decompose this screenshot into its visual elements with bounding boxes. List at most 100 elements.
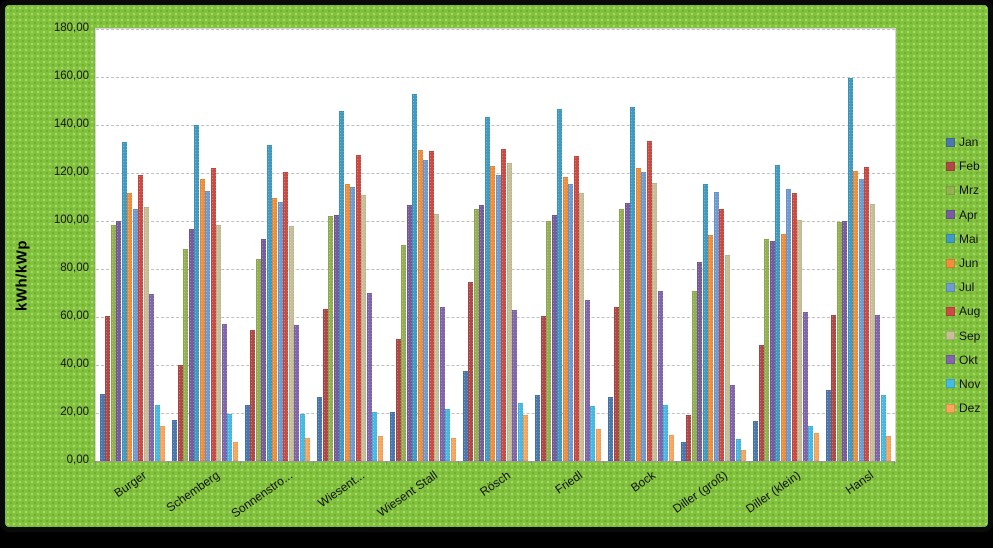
legend-label: Sep (959, 328, 981, 343)
bar-jan (390, 411, 396, 461)
legend-item-feb: Feb (946, 154, 993, 178)
legend-item-jun: Jun (946, 251, 993, 275)
bar-jan (825, 390, 831, 461)
bar-jun (344, 183, 350, 461)
bar-aug (283, 171, 289, 461)
bar-jun (127, 193, 133, 461)
bar-jul (423, 159, 429, 461)
legend-item-jul: Jul (946, 275, 993, 299)
gridline-160 (96, 77, 895, 78)
bar-dez (668, 434, 674, 461)
bar-apr (842, 221, 848, 461)
bar-sep (434, 213, 440, 461)
legend-swatch-icon (946, 137, 955, 147)
bar-feb (177, 365, 183, 461)
y-tick-label: 120,00 (53, 166, 89, 178)
x-category-label: Hansl (842, 468, 876, 498)
legend-label: Aug (959, 304, 981, 319)
x-category-label: Friedl (552, 468, 586, 497)
bar-apr (479, 205, 485, 461)
bar-jun (780, 234, 786, 461)
y-tick-label: 40,00 (60, 358, 89, 370)
bar-nov (445, 409, 451, 461)
bar-mai (847, 78, 853, 461)
y-tick-label: 0,00 (66, 454, 89, 466)
gridline-120 (96, 173, 895, 174)
legend: Jan Feb Mrz Apr Mai Jun Jul Aug Sep Okt Nov Dez (946, 130, 993, 420)
x-category-label: Diller (klein) (743, 468, 804, 516)
gridline-80 (96, 269, 895, 270)
bar-mai (266, 145, 272, 461)
plot-area (95, 28, 896, 462)
bar-mai (557, 109, 563, 461)
bar-aug (719, 209, 725, 461)
legend-label: Jul (959, 280, 975, 295)
bar-mai (630, 107, 636, 461)
bar-apr (624, 203, 630, 461)
bar-mrz (619, 209, 625, 461)
y-tick-label: 20,00 (60, 406, 89, 418)
bar-feb (468, 282, 474, 461)
bar-feb (322, 308, 328, 461)
x-category-label: Diller (groß) (670, 468, 731, 516)
gridline-100 (96, 221, 895, 222)
y-tick-label: 140,00 (53, 118, 89, 130)
legend-label: Okt (959, 352, 978, 367)
bar-groups (96, 29, 895, 461)
bar-jan (317, 397, 323, 461)
legend-swatch-icon (946, 331, 955, 341)
legend-label: Apr (959, 207, 978, 222)
legend-swatch-icon (946, 185, 955, 195)
bar-aug (791, 193, 797, 461)
bar-sep (216, 224, 222, 461)
bar-mrz (183, 248, 189, 461)
chart-frame: kWh/kWp 0,00 20,00 40,00 60,00 80,00 100,00 12… (0, 0, 993, 532)
bar-mrz (473, 209, 479, 461)
bar-feb (686, 415, 692, 461)
bar-feb (831, 314, 837, 461)
bar-dez (886, 435, 892, 461)
bar-mai (484, 116, 490, 461)
x-axis-line (96, 461, 895, 462)
bar-jul (641, 171, 647, 461)
x-category-label: Schemberg (163, 468, 222, 515)
bar-nov (372, 411, 378, 461)
bar-aug (428, 151, 434, 461)
bar-dez (523, 415, 529, 461)
bar-jan (99, 393, 105, 461)
bar-jun (635, 168, 641, 461)
bar-aug (573, 156, 579, 461)
bar-feb (540, 315, 546, 461)
bar-apr (769, 241, 775, 461)
bar-okt (366, 293, 372, 461)
bar-jul (205, 191, 211, 461)
x-category-label: Rösch (476, 468, 513, 499)
bar-sep (288, 225, 294, 461)
bar-group (604, 29, 677, 461)
x-category-label: Wiesent... (315, 468, 368, 511)
legend-swatch-icon (946, 403, 955, 413)
bar-nov (880, 395, 886, 461)
bar-sep (652, 182, 658, 461)
bar-nov (663, 404, 669, 461)
legend-swatch-icon (946, 379, 955, 389)
bar-jul (132, 209, 138, 461)
legend-swatch-icon (946, 355, 955, 365)
bar-dez (741, 450, 747, 461)
y-tick-label: 80,00 (60, 262, 89, 274)
bar-mrz (836, 222, 842, 461)
gridline-180 (96, 29, 895, 30)
bar-jan (244, 404, 250, 461)
bar-aug (210, 168, 216, 461)
gridline-60 (96, 317, 895, 318)
bar-jul (568, 183, 574, 461)
bar-group (241, 29, 314, 461)
bar-apr (261, 239, 267, 461)
bar-sep (579, 193, 585, 461)
bar-dez (813, 433, 819, 461)
bar-apr (116, 221, 122, 461)
x-category-label: Sonnenstro... (228, 468, 295, 521)
bar-sep (506, 163, 512, 461)
bar-jul (786, 188, 792, 461)
bar-group (677, 29, 750, 461)
